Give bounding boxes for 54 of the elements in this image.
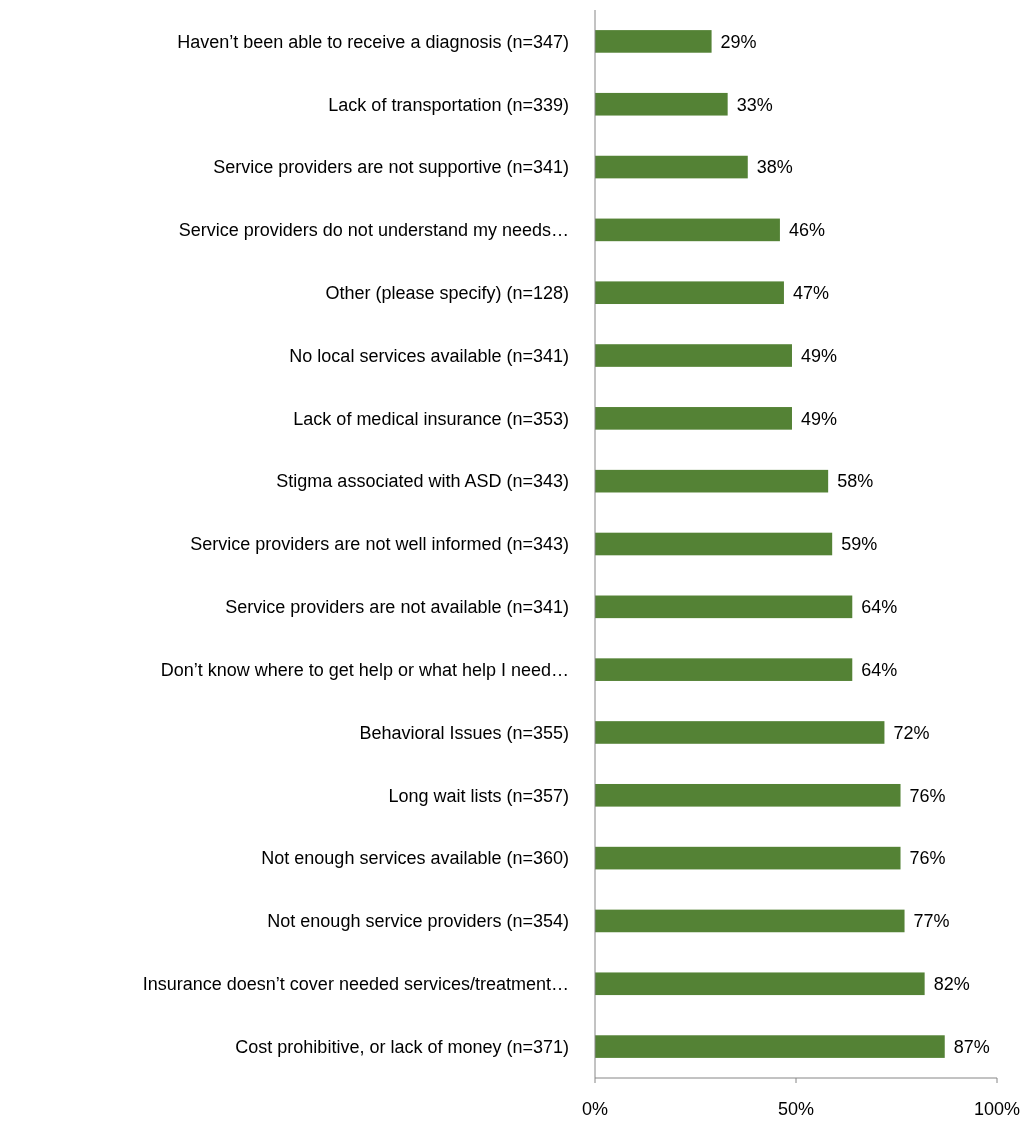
y-tick-label: Lack of medical insurance (n=353) — [293, 408, 569, 429]
data-label: 49% — [800, 345, 838, 366]
y-tick-label: Service providers are not available (n=341) — [225, 597, 569, 618]
bar — [595, 92, 728, 116]
data-label: 77% — [913, 911, 950, 932]
y-tick-label: Not enough services available (n=360) — [261, 848, 569, 869]
y-tick-label: Service providers are not supportive (n=341) — [213, 157, 569, 178]
data-label: 46% — [788, 220, 825, 241]
y-tick-label: Lack of transportation (n=339) — [328, 94, 569, 115]
data-label: 87% — [953, 1036, 990, 1057]
x-tick-label: 0% — [581, 1099, 609, 1119]
y-tick-label: Not enough service providers (n=354) — [267, 911, 569, 932]
data-label: 47% — [792, 283, 829, 304]
data-label: 59% — [841, 534, 878, 555]
data-label: 33% — [736, 94, 773, 115]
y-tick-label: Don’t know where to get help or what help I need… — [160, 659, 569, 680]
bar — [595, 658, 853, 681]
data-label: 82% — [933, 974, 970, 995]
bar — [595, 783, 901, 807]
bar — [595, 1035, 945, 1058]
bar — [595, 532, 833, 556]
x-tick-label: 100% — [973, 1099, 1021, 1119]
data-label: 76% — [909, 848, 946, 869]
y-tick-label: Haven’t been able to receive a diagnosis (n=347) — [177, 31, 569, 52]
y-tick-label: Service providers do not understand my needs… — [178, 220, 569, 241]
bar — [595, 721, 885, 744]
y-tick-label: Cost prohibitive, or lack of money (n=371) — [235, 1036, 569, 1057]
y-tick-label: Behavioral Issues (n=355) — [359, 722, 569, 743]
bar — [595, 30, 712, 53]
bar — [595, 595, 853, 619]
y-tick-label: No local services available (n=341) — [289, 345, 569, 366]
data-label: 76% — [909, 785, 946, 806]
data-label: 58% — [837, 471, 874, 492]
bar — [595, 155, 748, 179]
bar — [595, 407, 792, 430]
y-tick-label: Insurance doesn’t cover needed services/treatment… — [142, 974, 569, 995]
bar — [595, 972, 925, 996]
bar — [595, 846, 901, 870]
bar — [595, 281, 784, 305]
data-label: 49% — [800, 408, 838, 429]
bar — [595, 909, 905, 933]
data-label: 38% — [756, 157, 793, 178]
data-label: 29% — [720, 31, 757, 52]
x-tick-label: 50% — [777, 1099, 815, 1119]
bar — [595, 469, 829, 493]
data-label: 64% — [861, 597, 898, 618]
data-label: 64% — [861, 659, 898, 680]
data-label: 72% — [893, 722, 930, 743]
bar — [595, 218, 780, 242]
y-tick-label: Stigma associated with ASD (n=343) — [276, 471, 569, 492]
y-tick-label: Service providers are not well informed (n=343) — [190, 534, 569, 555]
bar — [595, 344, 792, 367]
y-tick-label: Long wait lists (n=357) — [388, 785, 569, 806]
y-tick-label: Other (please specify) (n=128) — [325, 283, 569, 304]
